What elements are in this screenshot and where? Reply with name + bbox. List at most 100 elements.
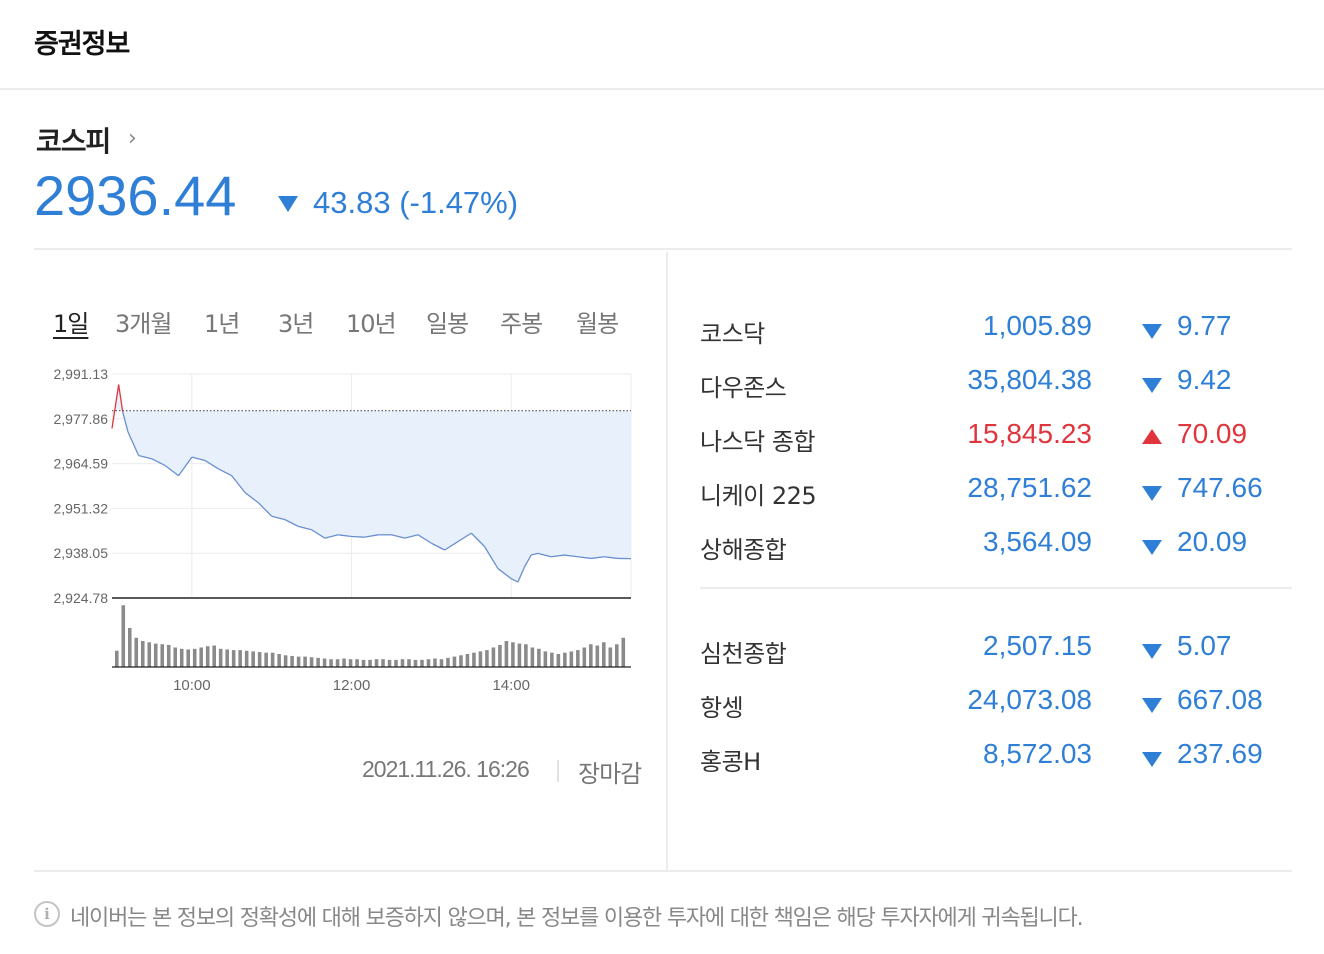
market-row[interactable]: 홍콩H 8,572.03 237.69 [700, 736, 1292, 776]
volume-bar [166, 644, 171, 667]
tab-1d[interactable]: 1일 [53, 310, 89, 338]
volume-bar [556, 654, 561, 667]
volume-bar [550, 652, 554, 667]
tab-10y[interactable]: 10년 [346, 310, 397, 338]
volume-bar [322, 658, 327, 667]
index-chart[interactable]: 2,991.13 2,977.86 2,964.59 2,951.32 2,938.05… [34, 362, 640, 702]
market-change: 667.08 [1177, 684, 1263, 715]
divider [700, 587, 1292, 589]
chart-area [112, 384, 631, 583]
down-triangle-icon [1142, 698, 1162, 713]
page-title: 증권정보 [34, 29, 130, 60]
volume-bar [335, 659, 340, 667]
volume-bar [361, 659, 366, 667]
volume-bar [218, 648, 223, 667]
market-row[interactable]: 다우존스 35,804.38 9.42 [700, 362, 1292, 402]
market-row[interactable]: 상해종합 3,564.09 20.09 [700, 524, 1292, 564]
market-row[interactable]: 항셍 24,073.08 667.08 [700, 682, 1292, 722]
price-line-segment [151, 458, 166, 467]
volume-bar [309, 657, 314, 667]
price-line-segment [444, 541, 459, 551]
volume-bar [511, 642, 515, 667]
volume-bar [147, 642, 152, 667]
volume-bar [251, 651, 255, 667]
market-row[interactable]: 심천종합 2,507.15 5.07 [700, 628, 1292, 668]
volume-bar [296, 656, 301, 667]
volume-bar [582, 647, 587, 667]
volume-bar [381, 659, 385, 667]
price-line-segment [338, 534, 352, 538]
price-line-segment [324, 534, 339, 539]
price-line-segment [404, 534, 419, 539]
price-line-segment [257, 502, 273, 517]
price-line-segment [244, 492, 259, 504]
price-line-segment [178, 456, 193, 477]
market-name: 심천종합 [700, 640, 787, 668]
tab-weekly[interactable]: 주봉 [500, 310, 543, 338]
market-change: 20.09 [1177, 526, 1248, 557]
market-row[interactable]: 나스닥 종합 15,845.23 70.09 [700, 416, 1292, 456]
volume-bar [452, 656, 457, 667]
divider [557, 760, 559, 782]
volume-bar [400, 659, 405, 667]
tab-monthly[interactable]: 월봉 [576, 310, 619, 338]
tab-3y[interactable]: 3년 [278, 310, 314, 338]
volume-bar [426, 659, 431, 667]
volume-bar [478, 651, 483, 667]
price-line-segment [364, 534, 379, 538]
chevron-right-icon[interactable]: › [128, 126, 137, 151]
market-row[interactable]: 코스닥 1,005.89 9.77 [700, 308, 1292, 348]
market-row[interactable]: 니케이 225 28,751.62 747.66 [700, 470, 1292, 510]
info-icon: i [34, 901, 60, 927]
price-line-segment [537, 552, 552, 558]
down-triangle-icon [1142, 378, 1162, 393]
volume-bar [576, 650, 580, 667]
volume-bar [348, 659, 353, 667]
volume-bar [355, 659, 359, 667]
price-line-segment [564, 554, 578, 558]
volume-bar [264, 652, 268, 667]
volume-bar [485, 650, 489, 667]
price-line-segment [191, 456, 206, 462]
market-value: 28,751.62 [967, 472, 1092, 503]
market-value: 2,507.15 [983, 630, 1092, 661]
volume-bar [134, 637, 139, 667]
y-tick-label: 2,924.78 [54, 590, 109, 606]
chart-svg: 2,991.13 2,977.86 2,964.59 2,951.32 2,938.05… [54, 366, 632, 694]
volume-bar [374, 659, 379, 667]
market-change: 70.09 [1177, 418, 1248, 449]
price-line-segment [417, 534, 432, 544]
volume-bar [621, 637, 626, 667]
price-line-segment [284, 519, 299, 527]
tab-3m[interactable]: 3개월 [115, 310, 172, 338]
tab-1y[interactable]: 1년 [204, 310, 240, 338]
volume-bar [303, 656, 307, 667]
volume-bar [407, 659, 411, 667]
price-line-segment [604, 556, 618, 560]
x-tick-label: 12:00 [333, 677, 371, 694]
tab-daily[interactable]: 일봉 [426, 310, 469, 338]
volume-bar [290, 655, 294, 667]
price-line-segment [470, 532, 486, 548]
volume-bar [127, 628, 132, 667]
price-line-segment [523, 554, 532, 568]
price-line-segment [590, 556, 605, 560]
price-line-segment [351, 535, 365, 538]
market-name: 항셍 [700, 694, 744, 722]
market-name: 다우존스 [700, 374, 787, 402]
volume-bar [257, 652, 262, 667]
market-name: 나스닥 종합 [700, 428, 816, 456]
volume-bar [115, 650, 119, 667]
volume-bar [186, 649, 191, 667]
volume-bar [498, 644, 502, 667]
volume-bar [446, 657, 450, 667]
y-tick-label: 2,977.86 [54, 411, 109, 427]
price-line-segment [231, 475, 246, 494]
divider [34, 248, 1292, 250]
volume-bar [140, 641, 145, 667]
volume-bar [121, 605, 126, 667]
y-tick-label: 2,938.05 [54, 545, 109, 561]
market-name: 홍콩H [700, 748, 761, 776]
index-name-link[interactable]: 코스피 [36, 125, 111, 158]
volume-bar [543, 651, 548, 667]
